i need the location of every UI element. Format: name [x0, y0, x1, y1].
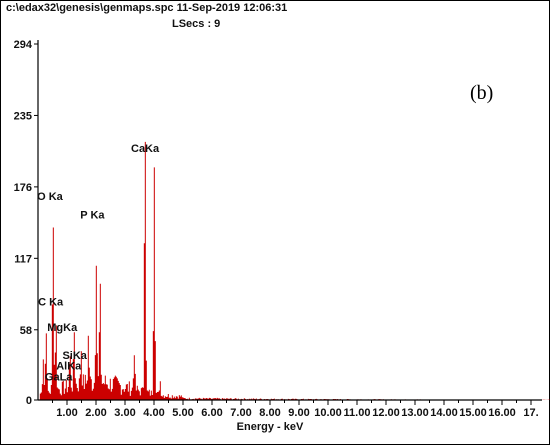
x-tick-label: 6.00 — [201, 407, 222, 419]
y-tick-label: 58 — [20, 325, 32, 337]
x-tick-label: 7.00 — [230, 407, 251, 419]
peak-label: P Ka — [80, 209, 105, 221]
y-tick-label: 294 — [14, 39, 33, 51]
y-tick-label: 235 — [14, 110, 32, 122]
y-tick-label: 117 — [14, 253, 32, 265]
x-tick-label: 16.00 — [488, 407, 516, 419]
panel-label: (b) — [470, 82, 494, 104]
x-tick-label: 11.00 — [344, 407, 371, 419]
x-tick-label: 10.00 — [314, 407, 342, 419]
lsecs-readout: LSecs : 9 — [172, 18, 221, 30]
x-tick-label: 2.00 — [85, 407, 106, 419]
x-axis-label: Energy - keV — [237, 421, 304, 433]
x-tick-label: 15.00 — [459, 407, 487, 419]
y-tick-label: 0 — [26, 395, 32, 407]
x-tick-label: 5.00 — [172, 407, 193, 419]
x-tick-label: 4.00 — [143, 407, 164, 419]
y-tick-label: 176 — [14, 182, 32, 194]
axes — [37, 40, 542, 401]
spectrum-bars — [39, 141, 550, 400]
peak-label: CaKa — [131, 143, 160, 155]
x-axis-ticks: 1.00 2.00 3.00 4.00 5.00 6.00 7.00 8.00 9.00 10.0… — [52, 400, 539, 419]
spectrum-trace — [39, 141, 550, 400]
x-tick-label: 1.00 — [56, 407, 77, 419]
x-tick-label: 14.00 — [430, 407, 458, 419]
x-tick-label: 13.00 — [401, 407, 429, 419]
peak-label: O Ka — [37, 191, 64, 203]
peak-label: SiKa — [62, 350, 87, 362]
peak-label: MgKa — [47, 322, 78, 334]
peak-label: C Ka — [38, 297, 64, 309]
x-tick-label: 17. — [523, 407, 538, 419]
y-axis-ticks: 294 235 176 117 58 0 — [14, 39, 38, 407]
file-info: c:\edax32\genesis\genmaps.spc 11-Sep-201… — [6, 2, 288, 14]
x-tick-label: 3.00 — [114, 407, 135, 419]
x-tick-label: 12.00 — [372, 407, 400, 419]
x-tick-label: 8.00 — [259, 407, 280, 419]
peak-label: AlKa — [56, 361, 82, 373]
x-tick-label: 9.00 — [288, 407, 309, 419]
peak-label: GaLa — [45, 372, 73, 384]
